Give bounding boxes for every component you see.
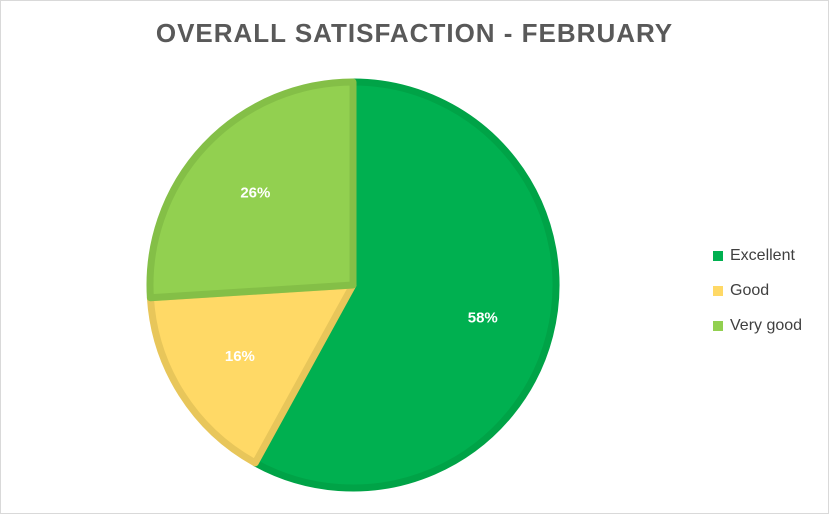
pie-data-labels: 58% 16% 26%	[225, 184, 498, 365]
legend-swatch-excellent	[713, 250, 723, 261]
legend-item-good: Good	[713, 273, 802, 308]
pie-slice-very-good	[146, 78, 357, 302]
pie-slice-excellent	[251, 78, 560, 492]
legend-label-good: Good	[730, 281, 770, 299]
pie-slice-good	[146, 281, 357, 467]
data-label-good: 16%	[225, 348, 255, 365]
data-label-very-good: 26%	[240, 184, 270, 201]
legend-label-excellent: Excellent	[730, 246, 795, 264]
legend-label-very-good: Very good	[730, 316, 803, 334]
chart-title: OVERALL SATISFACTION - FEBRUARY	[155, 18, 674, 48]
legend-swatch-good	[713, 285, 723, 296]
legend-item-excellent: Excellent	[713, 238, 802, 273]
pie-slices	[146, 78, 560, 492]
legend-item-very-good: Very good	[713, 308, 802, 343]
legend-swatch-very-good	[713, 320, 723, 331]
data-label-excellent: 58%	[468, 309, 498, 326]
legend: Excellent Good Very good	[713, 238, 802, 343]
